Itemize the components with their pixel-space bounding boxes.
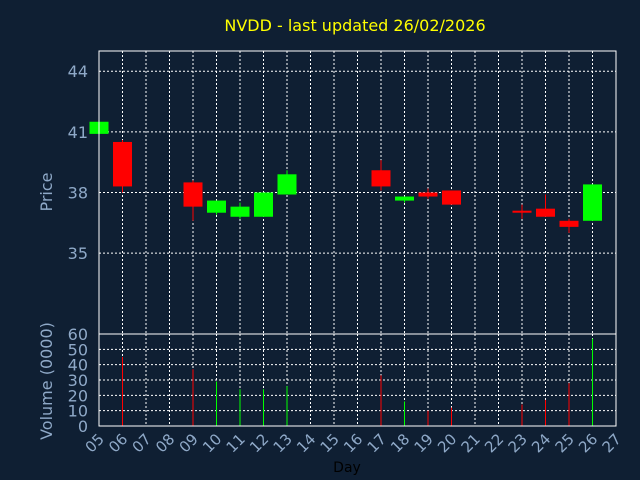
candle-body bbox=[418, 192, 438, 197]
candle bbox=[395, 196, 414, 203]
candle-body bbox=[395, 196, 414, 201]
candle bbox=[418, 188, 438, 199]
volume-tick-label: 0 bbox=[78, 417, 88, 436]
candle-body bbox=[113, 141, 132, 187]
price-candles bbox=[89, 121, 602, 233]
candle bbox=[183, 180, 203, 221]
candle bbox=[254, 192, 273, 217]
candle bbox=[113, 139, 132, 193]
price-y-ticks: 35 38 41 44 bbox=[68, 62, 88, 263]
chart-title: NVDD - last updated 26/02/2026 bbox=[224, 16, 485, 35]
price-axis-label: Price bbox=[37, 172, 56, 211]
price-tick-label: 38 bbox=[68, 184, 88, 203]
price-tick-label: 35 bbox=[68, 244, 88, 263]
candle-body bbox=[183, 182, 203, 207]
volume-axis-label: Volume (0000) bbox=[37, 322, 56, 440]
volume-plot-frame bbox=[98, 333, 617, 427]
candle-body bbox=[583, 184, 602, 221]
price-tick-label: 41 bbox=[68, 123, 88, 142]
price-tick-label: 44 bbox=[68, 62, 88, 81]
candle bbox=[277, 170, 297, 195]
candle bbox=[442, 190, 461, 205]
volume-tick-label: 60 bbox=[68, 325, 88, 344]
candle bbox=[230, 202, 250, 219]
volume-tick-label: 30 bbox=[68, 371, 88, 390]
candle-body bbox=[207, 200, 226, 213]
volume-tick-label: 20 bbox=[68, 386, 88, 405]
candle bbox=[512, 204, 532, 219]
candle bbox=[559, 218, 579, 233]
candle-body bbox=[277, 174, 297, 195]
candle-body bbox=[254, 192, 273, 217]
candle bbox=[536, 194, 555, 217]
x-axis-label: Day bbox=[333, 460, 361, 476]
candle-body bbox=[559, 220, 579, 227]
candle-body bbox=[371, 170, 391, 187]
candle-body bbox=[442, 190, 461, 205]
candle-body bbox=[536, 208, 555, 217]
candle bbox=[207, 200, 226, 215]
day-tick-labels: 0506070809101112131415161718192021222324… bbox=[82, 430, 625, 456]
volume-tick-label: 10 bbox=[68, 402, 88, 421]
candle bbox=[371, 160, 391, 191]
candle bbox=[583, 184, 602, 221]
volume-tick-label: 50 bbox=[68, 340, 88, 359]
candle-body bbox=[230, 206, 250, 217]
volume-bars bbox=[122, 338, 593, 426]
candle-body bbox=[512, 210, 532, 213]
volume-tick-label: 40 bbox=[68, 356, 88, 375]
